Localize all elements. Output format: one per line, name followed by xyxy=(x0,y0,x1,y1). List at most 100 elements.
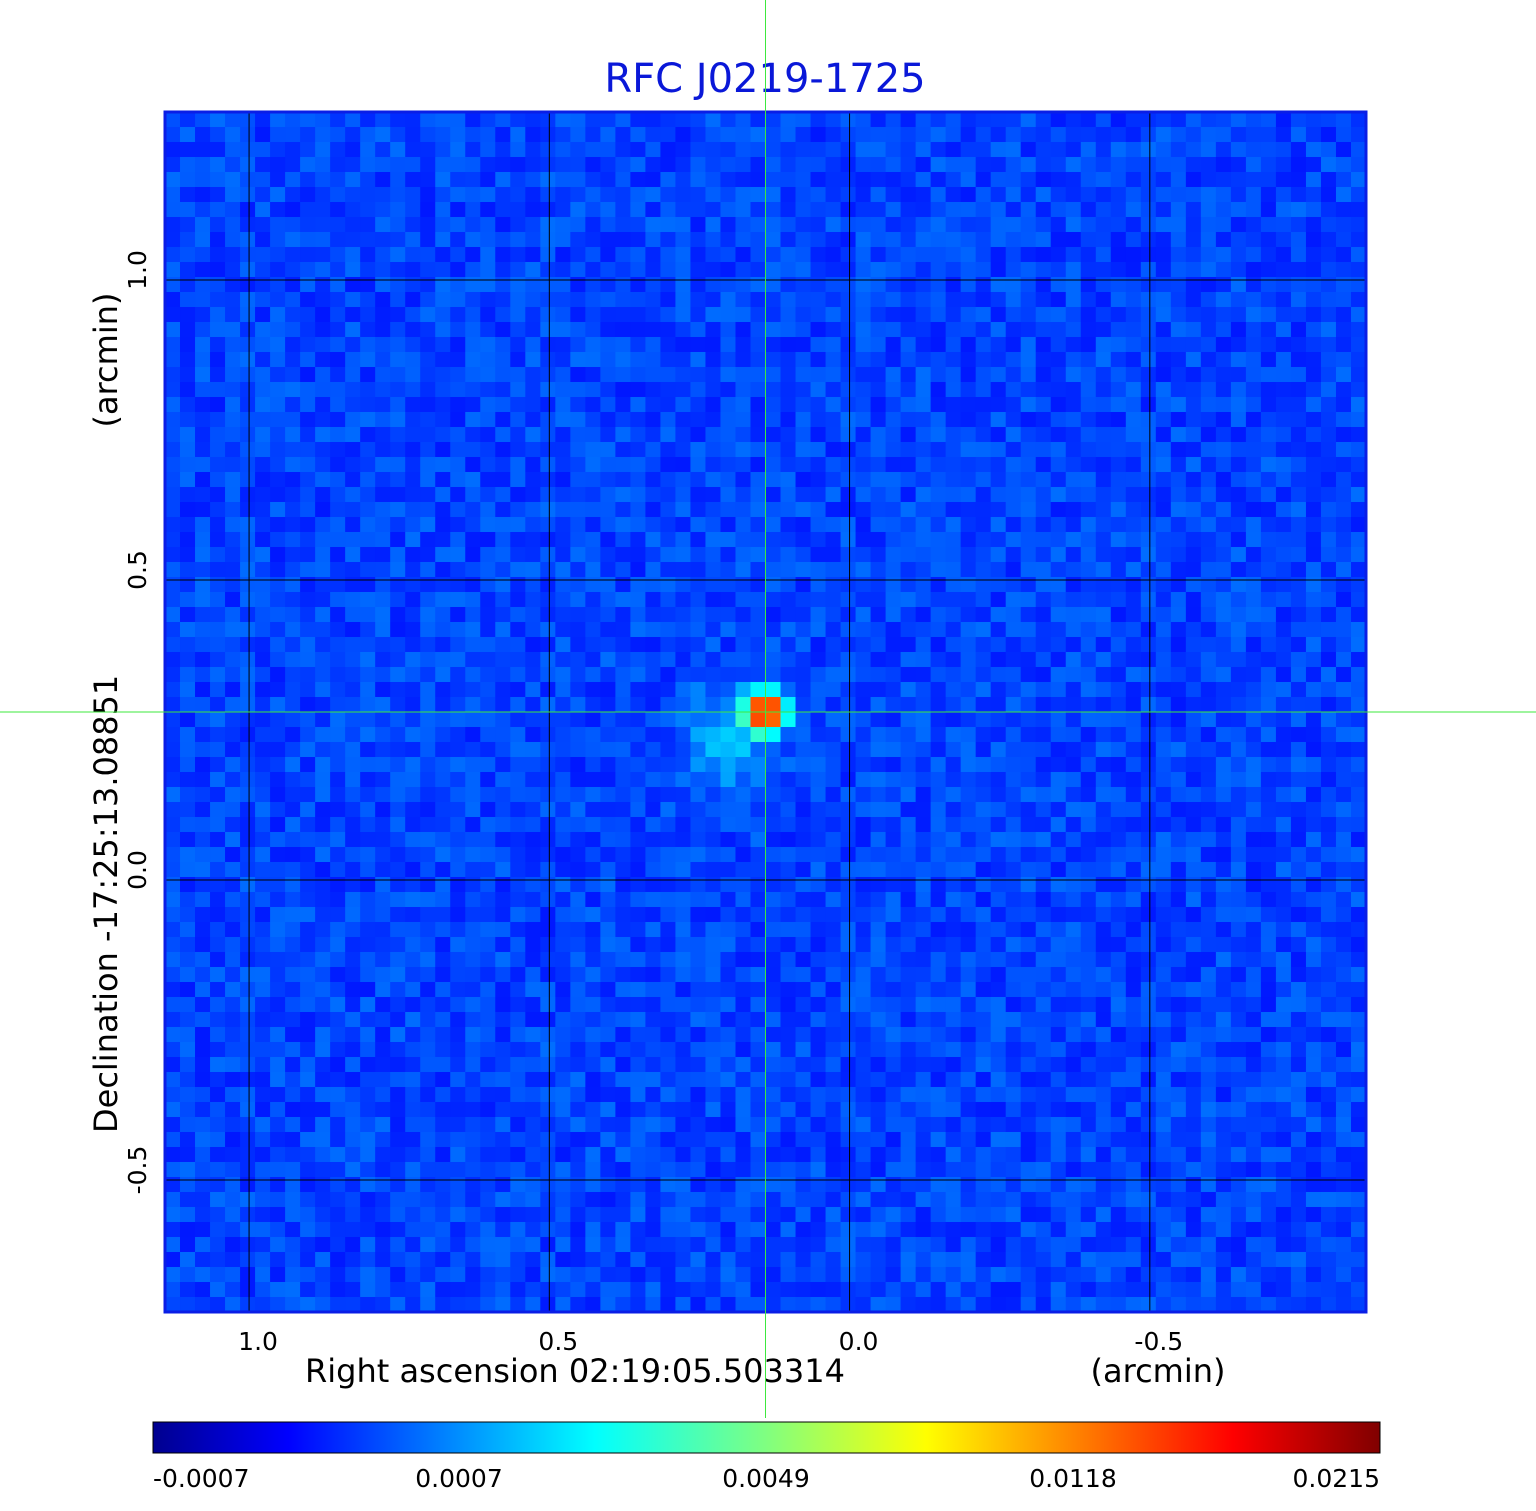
heatmap-cell xyxy=(1245,1027,1262,1043)
heatmap-cell xyxy=(1155,757,1172,773)
heatmap-cell xyxy=(870,667,887,683)
heatmap-cell xyxy=(1305,442,1322,458)
heatmap-cell xyxy=(1155,127,1172,143)
heatmap-cell xyxy=(480,352,496,368)
heatmap-cell xyxy=(345,712,361,728)
heatmap-cell xyxy=(435,202,451,218)
heatmap-cell xyxy=(210,592,226,608)
heatmap-cell xyxy=(840,877,857,893)
heatmap-cell xyxy=(1110,877,1127,893)
heatmap-cell xyxy=(735,1027,752,1043)
heatmap-cell xyxy=(945,652,962,668)
heatmap-cell xyxy=(1305,712,1322,728)
heatmap-cell xyxy=(1155,952,1172,968)
heatmap-cell xyxy=(645,1027,662,1043)
heatmap-cell xyxy=(1215,292,1232,308)
heatmap-cell xyxy=(1245,742,1262,758)
heatmap-cell xyxy=(480,367,496,383)
heatmap-cell xyxy=(1110,607,1127,623)
heatmap-cell xyxy=(285,862,301,878)
heatmap-cell xyxy=(1245,157,1262,173)
heatmap-cell xyxy=(1170,532,1187,548)
heatmap-cell xyxy=(795,712,812,728)
heatmap-cell xyxy=(330,187,346,203)
heatmap-cell xyxy=(615,187,631,203)
heatmap-cell xyxy=(495,697,511,713)
heatmap-cell xyxy=(1200,112,1217,128)
heatmap-cell xyxy=(1140,1027,1157,1043)
heatmap-cell xyxy=(420,802,436,818)
heatmap-cell xyxy=(810,622,827,638)
heatmap-cell xyxy=(540,592,556,608)
heatmap-cell xyxy=(1155,1027,1172,1043)
heatmap-cell xyxy=(255,202,271,218)
heatmap-cell xyxy=(855,757,872,773)
heatmap-cell xyxy=(810,382,827,398)
heatmap-cell xyxy=(780,832,797,848)
heatmap-cell xyxy=(1140,292,1157,308)
heatmap-cell xyxy=(1290,457,1307,473)
heatmap-cell xyxy=(300,637,316,653)
heatmap-cell xyxy=(585,682,601,698)
heatmap-cell xyxy=(645,172,662,188)
heatmap-cell xyxy=(495,157,511,173)
heatmap-cell xyxy=(465,592,481,608)
heatmap-cell xyxy=(690,292,707,308)
heatmap-cell xyxy=(585,127,601,143)
heatmap-cell xyxy=(1110,862,1127,878)
heatmap-cell xyxy=(1035,367,1052,383)
heatmap-cell xyxy=(405,562,421,578)
heatmap-cell xyxy=(360,232,376,248)
heatmap-cell xyxy=(240,352,256,368)
heatmap-cell xyxy=(405,472,421,488)
heatmap-cell xyxy=(405,637,421,653)
heatmap-cell xyxy=(705,367,722,383)
heatmap-cell xyxy=(510,772,526,788)
heatmap-cell xyxy=(1020,562,1037,578)
heatmap-cell xyxy=(315,922,331,938)
heatmap-cell xyxy=(330,337,346,353)
heatmap-cell xyxy=(375,577,391,593)
heatmap-cell xyxy=(465,1012,481,1028)
heatmap-cell xyxy=(975,442,992,458)
heatmap-cell xyxy=(1125,952,1142,968)
heatmap-cell xyxy=(375,787,391,803)
heatmap-cell xyxy=(1125,277,1142,293)
heatmap-cell xyxy=(1080,847,1097,863)
heatmap-cell xyxy=(660,892,677,908)
heatmap-cell xyxy=(1170,682,1187,698)
heatmap-cell xyxy=(465,922,481,938)
heatmap-cell xyxy=(435,382,451,398)
heatmap-cell xyxy=(330,277,346,293)
heatmap-cell xyxy=(390,982,406,998)
heatmap-cell xyxy=(270,937,286,953)
heatmap-cell xyxy=(255,577,271,593)
heatmap-cell xyxy=(525,157,541,173)
heatmap-cell xyxy=(1080,607,1097,623)
heatmap-cell xyxy=(375,367,391,383)
heatmap-cell xyxy=(1275,877,1292,893)
heatmap-cell xyxy=(1050,757,1067,773)
heatmap-cell xyxy=(420,562,436,578)
heatmap-cell xyxy=(1035,502,1052,518)
heatmap-cell xyxy=(180,1012,196,1028)
heatmap-cell xyxy=(825,1027,842,1043)
heatmap-cell xyxy=(1170,322,1187,338)
heatmap-cell xyxy=(1230,307,1247,323)
heatmap-cell xyxy=(1155,472,1172,488)
heatmap-cell xyxy=(1095,397,1112,413)
heatmap-cell xyxy=(270,592,286,608)
heatmap-cell xyxy=(975,487,992,503)
heatmap-cell xyxy=(975,322,992,338)
heatmap-cell xyxy=(870,1012,887,1028)
heatmap-cell xyxy=(285,1027,301,1043)
heatmap-cell xyxy=(810,397,827,413)
heatmap-cell xyxy=(900,382,917,398)
heatmap-cell xyxy=(645,532,662,548)
heatmap-cell xyxy=(1320,352,1337,368)
heatmap-cell xyxy=(1335,187,1352,203)
heatmap-cell xyxy=(1260,577,1277,593)
heatmap-cell xyxy=(495,112,511,128)
heatmap-cell xyxy=(450,742,466,758)
heatmap-cell xyxy=(1020,847,1037,863)
